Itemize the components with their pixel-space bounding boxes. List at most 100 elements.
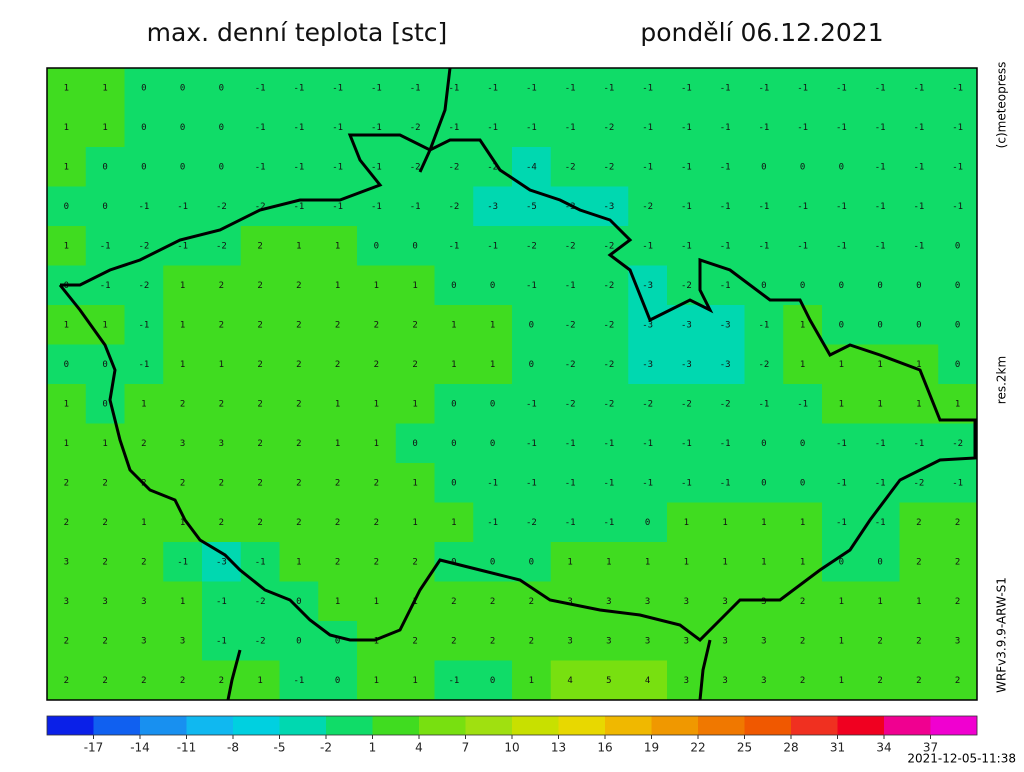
temp-label: -1 [758, 241, 769, 251]
temp-cell [240, 107, 280, 148]
temp-label: -1 [448, 676, 459, 686]
temp-label: 0 [219, 123, 224, 133]
temp-label: 1 [761, 518, 766, 528]
temp-label: -1 [758, 320, 769, 330]
temp-label: 1 [412, 478, 417, 488]
temp-cell [589, 660, 629, 701]
temp-label: 2 [412, 636, 417, 646]
temp-cell [434, 463, 474, 503]
temp-label: -1 [913, 123, 924, 133]
temp-label: 1 [102, 439, 107, 449]
temp-label: 3 [684, 636, 689, 646]
temp-label: 1 [64, 439, 69, 449]
temp-label: 0 [877, 557, 882, 567]
colorbar-segment [47, 716, 94, 735]
temp-label: 0 [335, 636, 340, 646]
temp-label: 0 [490, 676, 495, 686]
temp-cell [512, 423, 552, 464]
temp-label: 1 [180, 597, 185, 607]
temp-label: 0 [412, 439, 417, 449]
colorbar-segment [651, 716, 699, 735]
temp-label: 0 [490, 439, 495, 449]
temp-cell [395, 68, 435, 108]
temp-cell [473, 344, 513, 385]
temp-cell [938, 542, 978, 582]
temp-cell [938, 305, 978, 345]
temp-cell [550, 68, 590, 108]
temp-cell [783, 660, 823, 701]
temp-label: 1 [645, 557, 650, 567]
temp-label: -3 [487, 202, 498, 212]
temp-label: 2 [257, 281, 262, 291]
temp-label: 0 [761, 439, 766, 449]
temp-cell [938, 147, 978, 187]
temp-cell [279, 147, 319, 187]
temp-label: -2 [758, 360, 769, 370]
temp-cell [705, 423, 745, 464]
temp-label: 1 [335, 281, 340, 291]
temp-label: 1 [684, 557, 689, 567]
colorbar-segment [186, 716, 234, 735]
temp-cell [589, 384, 629, 424]
temp-cell [860, 463, 900, 503]
temp-label: 2 [451, 636, 456, 646]
temp-cell [938, 186, 978, 227]
temp-label: 0 [180, 162, 185, 172]
timestamp: 2021-12-05-11:38 [907, 752, 1016, 766]
temp-cell [783, 305, 823, 345]
temp-cell [512, 660, 552, 701]
temp-cell [550, 384, 590, 424]
temp-cell [47, 344, 87, 385]
temp-cell [744, 68, 784, 108]
temp-cell [512, 542, 552, 582]
temp-cell [163, 542, 203, 582]
temp-label: 2 [141, 439, 146, 449]
temp-cell [705, 226, 745, 266]
temp-label: -2 [565, 241, 576, 251]
temp-cell [318, 68, 358, 108]
country-border [58, 133, 977, 642]
temp-cell [550, 660, 590, 701]
colorbar-segment [233, 716, 280, 735]
temp-label: 1 [64, 241, 69, 251]
temp-label: -4 [526, 162, 537, 172]
temp-label: -2 [216, 202, 227, 212]
temp-label: 2 [955, 676, 960, 686]
temp-cell [744, 621, 784, 661]
temp-label: 2 [64, 518, 69, 528]
temp-cell [163, 621, 203, 661]
temp-cell [628, 502, 668, 543]
temp-cell [124, 581, 164, 622]
temp-label: -1 [875, 162, 886, 172]
temp-cell [667, 344, 707, 385]
temp-label: -2 [487, 162, 498, 172]
temp-label: -1 [758, 399, 769, 409]
temp-label: -1 [913, 83, 924, 93]
temp-cell [667, 305, 707, 345]
temp-label: -1 [720, 241, 731, 251]
temp-cell [47, 660, 87, 701]
temp-cell [240, 68, 280, 108]
temp-cell [783, 581, 823, 622]
colorbar-segment [884, 716, 931, 735]
temp-cell [395, 423, 435, 464]
temp-cell [85, 344, 125, 385]
temp-cell [628, 344, 668, 385]
temp-cell [124, 542, 164, 582]
temp-cell [589, 542, 629, 582]
temp-cell [860, 660, 900, 701]
temp-label: 0 [800, 478, 805, 488]
temp-cell [628, 384, 668, 424]
temp-cell [279, 186, 319, 227]
temp-cell [47, 581, 87, 622]
temp-label: -3 [603, 202, 614, 212]
temp-label: 1 [102, 123, 107, 133]
temp-label: -1 [642, 162, 653, 172]
temp-label: 1 [64, 399, 69, 409]
temp-cell [473, 502, 513, 543]
temp-label: 3 [141, 597, 146, 607]
temp-label: -1 [255, 557, 266, 567]
temp-label: -1 [410, 202, 421, 212]
temp-label: -1 [720, 439, 731, 449]
temp-label: -1 [371, 83, 382, 93]
